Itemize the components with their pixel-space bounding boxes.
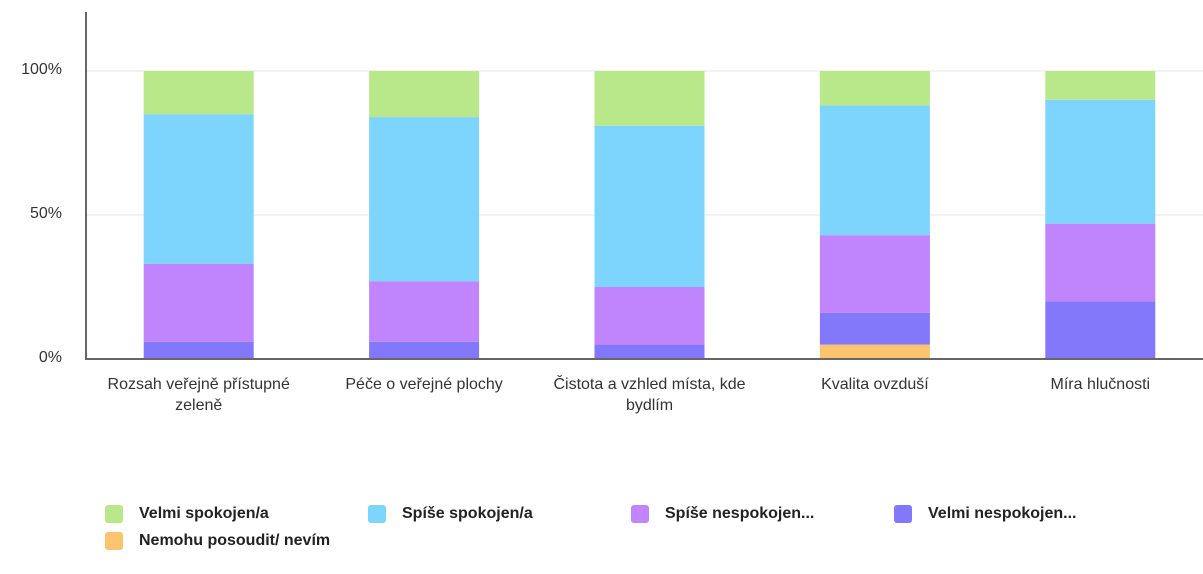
bar-segment xyxy=(1045,71,1156,100)
legend-label: Spíše nespokojen... xyxy=(665,505,815,522)
x-tick-label: Míra hlučnosti xyxy=(1050,376,1151,393)
bar-segment xyxy=(1045,99,1156,224)
legend-item: Spíše nespokojen... xyxy=(631,503,814,525)
legend-swatch xyxy=(105,505,123,523)
bar-segment xyxy=(594,125,705,287)
bar-segment xyxy=(594,344,705,359)
y-tick-label: 100% xyxy=(21,61,62,78)
legend-swatch xyxy=(894,505,912,523)
legend-item: Spíše spokojen/a xyxy=(368,503,533,525)
legend-swatch xyxy=(368,505,386,523)
bar-segment xyxy=(143,114,254,264)
legend-item: Nemohu posoudit/ nevím xyxy=(105,530,330,552)
legend-item: Velmi spokojen/a xyxy=(105,503,269,525)
bar-segment xyxy=(819,344,930,359)
bar-segment xyxy=(594,71,705,126)
x-tick-label: Čistota a vzhled místa, kde bydlím xyxy=(553,376,746,414)
legend-label: Velmi nespokojen... xyxy=(928,505,1077,522)
legend-label: Spíše spokojen/a xyxy=(402,505,533,522)
bar-segment xyxy=(143,71,254,115)
bar-segment xyxy=(819,105,930,236)
bar-segment xyxy=(369,341,480,359)
legend-swatch xyxy=(105,532,123,550)
y-tick-label: 0% xyxy=(38,349,62,366)
bar-segment xyxy=(819,312,930,345)
bar-segment xyxy=(369,281,480,342)
bar-segment xyxy=(369,71,480,118)
bar-segment xyxy=(819,235,930,313)
legend-label: Velmi spokojen/a xyxy=(139,505,269,522)
bar-segment xyxy=(1045,301,1156,359)
x-tick-label: Rozsah veřejně přístupné zeleně xyxy=(107,376,290,414)
bar-segment xyxy=(1045,223,1156,302)
legend-label: Nemohu posoudit/ nevím xyxy=(139,532,331,549)
x-tick-label: Kvalita ovzduší xyxy=(821,376,929,393)
bar-segment xyxy=(819,71,930,106)
legend-item: Velmi nespokojen... xyxy=(894,503,1077,525)
bar-segment xyxy=(143,341,254,359)
x-tick-label: Péče o veřejné plochy xyxy=(345,376,503,393)
y-tick-label: 50% xyxy=(29,205,62,222)
bar-segment xyxy=(369,117,480,282)
bar-segment xyxy=(594,287,705,345)
legend-swatch xyxy=(631,505,649,523)
bar-segment xyxy=(143,263,254,342)
